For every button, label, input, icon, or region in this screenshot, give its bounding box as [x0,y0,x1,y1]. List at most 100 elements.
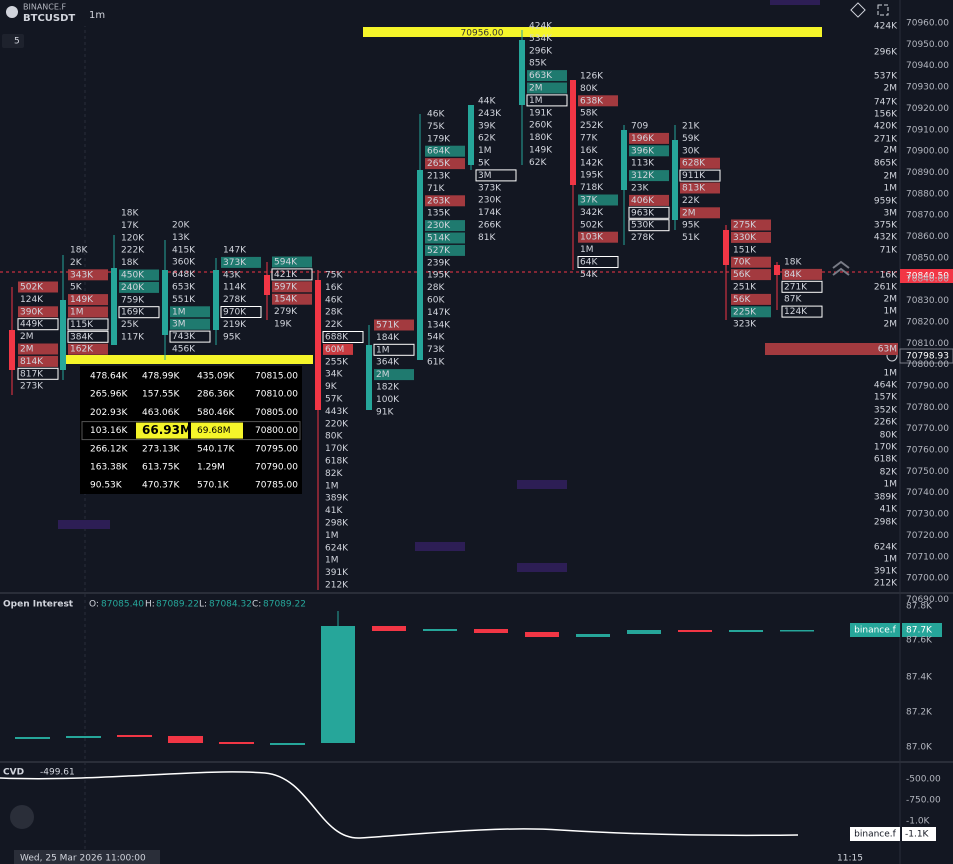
cell-highlight [67,318,109,331]
footprint-volume: 195K [427,271,451,281]
oi-title: Open Interest [3,600,74,610]
cell-highlight [17,318,59,331]
volume-profile-label: 1M [884,307,898,317]
footprint-volume: 421K [274,270,298,280]
volume-profile-label: 537K [874,72,898,82]
price-tick-label: 70770.00 [906,424,949,434]
cell-highlight [629,145,669,157]
fullscreen-icon[interactable] [877,4,889,16]
footprint-volume: 260K [529,121,553,131]
price-tick-label: 70800.00 [906,360,949,370]
cell-highlight [578,231,618,243]
footprint-volume: 551K [172,295,196,305]
footprint-volume: 5K [478,159,491,169]
price-tick-label: 70930.00 [906,83,949,93]
footprint-volume: 46K [325,295,343,305]
footprint-volume: 1M [325,531,339,541]
current-price-box [900,269,953,283]
footprint-volume: 278K [631,233,655,243]
volume-profile-label: 156K [874,110,898,120]
indicator-count: 5 [14,37,20,47]
footprint-volume: 534K [529,34,553,44]
cell-highlight [731,219,771,231]
price-tick-label: 70710.00 [906,552,949,562]
volume-profile-label: 82K [880,468,898,478]
cvd-badge-value: -1.1K [905,830,930,840]
cvd-line [0,771,799,839]
footprint-volume: 170K [325,444,349,454]
footprint-volume: 124K [784,307,808,317]
footprint-volume: 415K [172,245,196,255]
footprint-volume: 970K [223,308,247,318]
price-tick-label: 70910.00 [906,125,949,135]
footprint-volume: 389K [325,494,349,504]
footprint-volume: 5K [70,283,83,293]
footprint-volume: 20K [172,221,190,231]
footprint-volume: 343K [70,270,94,280]
volume-profile-label: 2M [884,172,898,182]
tooltip-cell: 470.37K [142,481,180,491]
fab-button[interactable] [10,805,34,829]
footprint-volume: 22K [325,320,343,330]
footprint-volume: 406K [631,196,655,206]
volume-profile-label: 2M [884,146,898,156]
scroll-up-icon[interactable] [832,260,850,276]
candle-body [723,230,729,265]
footprint-volume: 230K [427,221,451,231]
footprint-volume: 191K [529,108,553,118]
tooltip-row-outline [81,421,301,441]
volume-profile-label: 271K [874,135,898,145]
cell-highlight [425,145,465,157]
volume-profile-label: 2M [884,320,898,330]
indicators-toggle[interactable] [2,34,24,48]
footprint-volume: 384K [70,332,94,342]
footprint-volume: 449K [20,320,44,330]
volume-profile-label: 298K [874,518,898,528]
tooltip-cell: 463.06K [142,408,180,418]
cell-highlight [629,194,669,206]
symbol[interactable]: BTCUSDT [23,13,75,24]
volume-profile-label: 432K [874,233,898,243]
tooltip-cell: 478.64K [90,372,128,382]
footprint-volume: 963K [631,208,655,218]
footprint-volume: 134K [427,320,451,330]
zone [517,563,567,572]
cell-highlight [782,268,822,280]
volume-profile-label: 352K [874,406,898,416]
candle-body [162,270,168,335]
footprint-volume: 212K [325,581,349,591]
footprint-volume: 220K [325,419,349,429]
cvd-axis-label: -500.00 [906,775,941,785]
footprint-volume: 330K [733,233,757,243]
price-tick-label: 70790.00 [906,381,949,391]
footprint-volume: 240K [121,283,145,293]
oi-candle [321,626,355,743]
footprint-volume: 1M [529,96,543,106]
volume-profile-label: 624K [874,543,898,553]
cvd-value-badge [902,827,936,841]
footprint-volume: 135K [427,209,451,219]
footprint-volume: 117K [121,333,145,343]
tooltip-highlight [191,422,243,439]
footprint-volume: 9K [325,382,338,392]
footprint-volume: 39K [478,121,496,131]
footprint-volume: 360K [172,258,196,268]
cvd-axis-label: -1.0K [906,817,931,827]
interval[interactable]: 1m [89,10,105,21]
footprint-volume: 25K [121,320,139,330]
oi-open-key: O: [89,600,99,610]
oi-close: 87089.22 [263,600,306,610]
tooltip-cell: 70785.00 [255,481,298,491]
layers-icon[interactable] [850,2,866,18]
footprint-volume: 73K [427,345,445,355]
zone [517,480,567,489]
tooltip-cell: 478.99K [142,372,180,382]
footprint-volume: 174K [478,208,502,218]
price-tick-label: 70830.00 [906,296,949,306]
footprint-volume: 180K [529,133,553,143]
volume-profile-label: 1M [884,480,898,490]
footprint-volume: 126K [580,72,604,82]
tooltip-cell: 157.55K [142,390,180,400]
cell-highlight [68,294,108,306]
level-bar [65,355,313,364]
